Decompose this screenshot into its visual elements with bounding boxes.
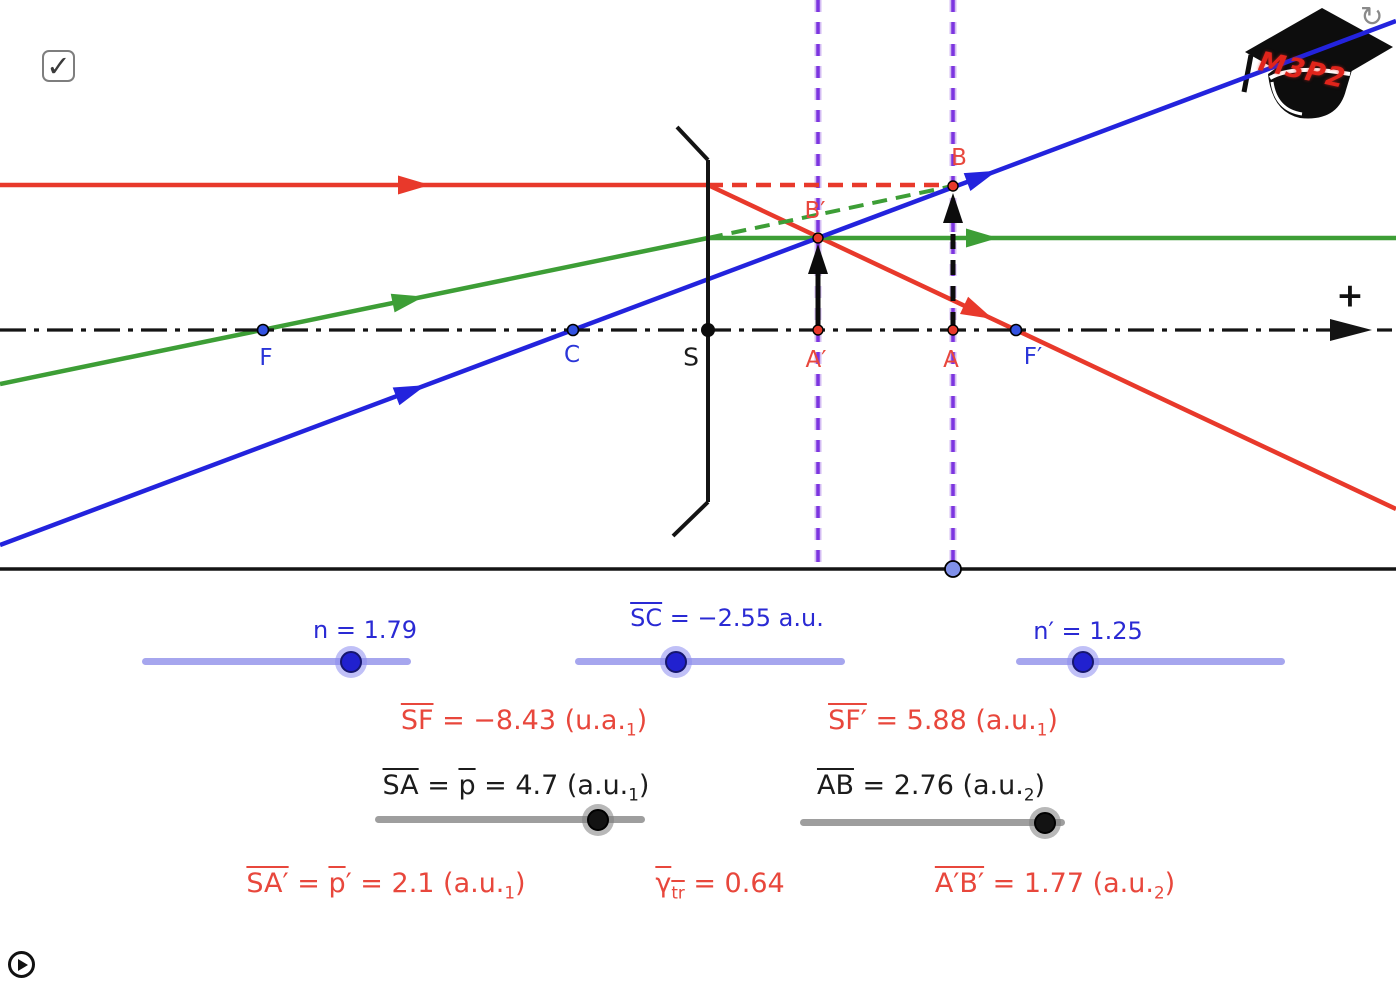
cap-highlight xyxy=(1268,67,1351,80)
SA-p-symbol: p xyxy=(458,770,476,801)
SAprime-symbol: SA′ xyxy=(246,868,289,899)
green-ray-refracted-arrowhead-icon xyxy=(966,228,998,248)
AB-unit-sub: 2 xyxy=(1023,784,1035,805)
ApBp-value: = 1.77 (a.u. xyxy=(984,868,1154,899)
SA-eq: = xyxy=(418,770,459,801)
slider-nprime-label: n′ = 1.25 xyxy=(1033,617,1143,645)
slider-SA-thumb[interactable] xyxy=(587,809,609,831)
point-F xyxy=(256,323,270,337)
slider-SC-symbol: SC xyxy=(630,604,663,632)
point-Fprime xyxy=(1009,323,1023,337)
play-icon xyxy=(18,958,28,971)
blue-ray-arrowhead-1-icon xyxy=(392,385,426,406)
slider-SC-track[interactable] xyxy=(575,658,845,665)
SFprime-close: ) xyxy=(1047,705,1058,736)
gamma-value: = 0.64 xyxy=(684,868,785,899)
SAprime-unit-sub: 1 xyxy=(504,882,516,903)
readout-ApBp: A′B′ = 1.77 (a.u.2) xyxy=(935,868,1175,902)
point-B[interactable] xyxy=(947,180,959,192)
image-arrow-ApBp-head-icon xyxy=(808,244,828,274)
blue-ray-arrowhead-2-icon xyxy=(963,170,997,191)
surface-top-tick xyxy=(675,125,710,162)
blue-ray[interactable] xyxy=(0,18,1396,548)
AB-close: ) xyxy=(1034,770,1046,801)
point-Aprime xyxy=(812,324,824,336)
label-C: C xyxy=(563,342,581,368)
label-F: F xyxy=(259,345,273,371)
SF-close: ) xyxy=(636,705,648,736)
readout-gamma: γtr = 0.64 xyxy=(655,868,784,902)
readout-SF: SF = −8.43 (u.a.1) xyxy=(401,705,647,739)
SAprime-p-symbol: p xyxy=(328,868,346,899)
object-arrow-AB-head-icon xyxy=(943,193,963,223)
SA-unit-sub: 1 xyxy=(628,784,639,805)
label-Fprime: F′ xyxy=(1023,344,1043,370)
surface-bottom-tick xyxy=(671,500,710,538)
readout-SA: SA = p = 4.7 (a.u.1) xyxy=(383,770,650,804)
point-baseline-handle[interactable] xyxy=(944,560,962,578)
SAprime-close: ) xyxy=(515,868,526,899)
point-A[interactable] xyxy=(947,324,959,336)
SF-value: = −8.43 (u.a. xyxy=(433,705,626,736)
gamma-symbol: γtr xyxy=(655,868,685,903)
label-Bprime: B′ xyxy=(804,198,826,224)
SFprime-value: = 5.88 (a.u. xyxy=(866,705,1037,736)
label-A: A xyxy=(943,347,959,373)
cap-tassel xyxy=(1241,54,1254,93)
SA-value: = 4.7 (a.u. xyxy=(475,770,629,801)
point-Bprime xyxy=(812,232,824,244)
slider-SC-value: = −2.55 a.u. xyxy=(662,604,824,632)
play-animation-button[interactable] xyxy=(8,951,35,978)
SAprime-p-prime: ′ xyxy=(345,868,352,899)
green-ray-extension-dashed xyxy=(707,185,949,240)
AB-value: = 2.76 (a.u. xyxy=(853,770,1024,801)
AB-symbol: AB xyxy=(816,770,854,801)
ApBp-close: ) xyxy=(1164,868,1176,899)
readout-SFprime: SF′ = 5.88 (a.u.1) xyxy=(828,705,1058,739)
green-ray-arrowhead-icon xyxy=(390,293,424,313)
SFprime-unit-sub: 1 xyxy=(1036,719,1048,740)
SAprime-eq: = xyxy=(288,868,329,899)
positive-direction-label: + xyxy=(1336,275,1364,315)
ApBp-symbol: A′B′ xyxy=(934,868,985,899)
red-ray-refracted-arrowhead-icon xyxy=(960,296,993,319)
point-C xyxy=(566,323,580,337)
slider-n-label: n = 1.79 xyxy=(312,616,418,644)
slider-SA-track[interactable] xyxy=(375,816,645,823)
SAprime-value: = 2.1 (a.u. xyxy=(351,868,505,899)
SA-symbol: SA xyxy=(382,770,419,801)
readout-SAprime: SA′ = p′ = 2.1 (a.u.1) xyxy=(246,868,525,902)
label-S: S xyxy=(683,342,699,372)
gamma-sub: tr xyxy=(671,882,685,903)
slider-AB-track[interactable] xyxy=(800,819,1065,826)
slider-n-track[interactable] xyxy=(142,658,411,665)
checkmark-icon: ✓ xyxy=(46,48,71,83)
slider-nprime-track[interactable] xyxy=(1016,658,1285,665)
optical-axis-arrowhead-icon xyxy=(1330,319,1372,341)
slider-n-thumb[interactable] xyxy=(340,651,362,673)
red-ray-arrowhead-icon xyxy=(398,175,430,195)
gamma-letter: γ xyxy=(655,868,672,899)
slider-SC-label: SC = −2.55 a.u. xyxy=(630,604,824,632)
slider-nprime-thumb[interactable] xyxy=(1072,651,1094,673)
SF-symbol: SF xyxy=(400,705,434,736)
label-Aprime: A′ xyxy=(805,347,827,373)
cap-highlight-2 xyxy=(1270,81,1303,116)
point-S xyxy=(701,323,715,337)
SFprime-symbol: SF′ xyxy=(828,705,867,736)
SA-close: ) xyxy=(638,770,650,801)
green-ray-incident[interactable] xyxy=(0,235,709,387)
slider-SC-thumb[interactable] xyxy=(665,651,687,673)
SF-unit-sub: 1 xyxy=(625,719,637,740)
slider-AB-thumb[interactable] xyxy=(1034,812,1056,834)
reset-icon[interactable]: ↻ xyxy=(1360,0,1384,33)
show-construction-checkbox[interactable]: ✓ xyxy=(42,50,75,82)
ApBp-unit-sub: 2 xyxy=(1153,882,1165,903)
readout-AB: AB = 2.76 (a.u.2) xyxy=(817,770,1045,804)
label-B: B xyxy=(951,145,967,171)
